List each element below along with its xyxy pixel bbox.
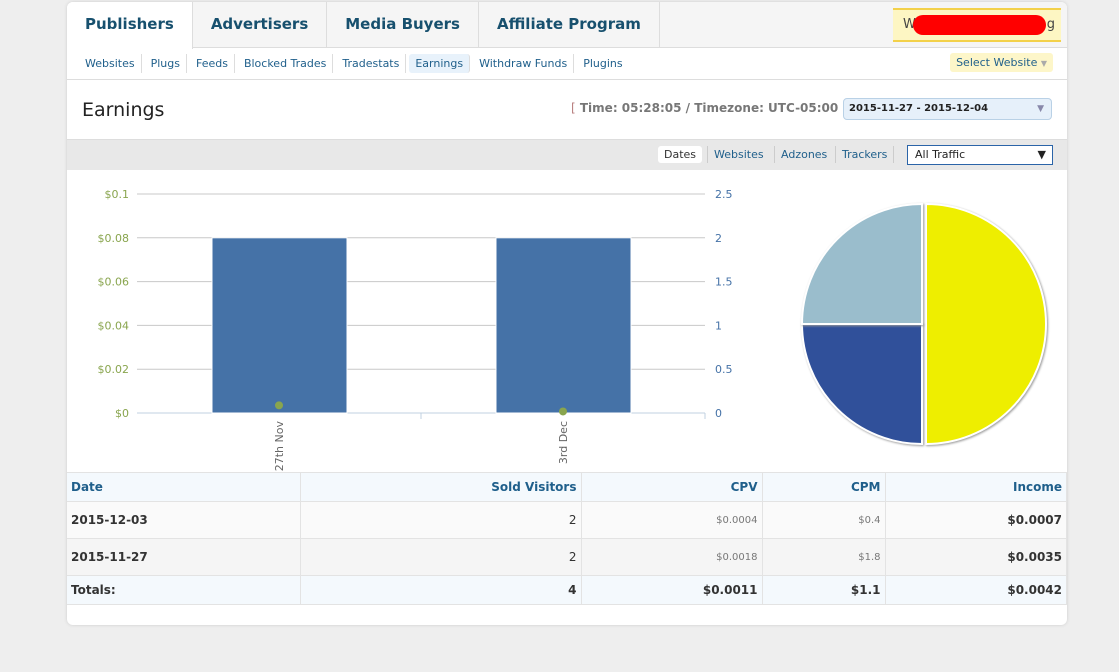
right-tick-label: 2 bbox=[715, 232, 722, 245]
tab-advertisers[interactable]: Advertisers bbox=[193, 2, 328, 47]
left-tick-label: $0.04 bbox=[98, 319, 130, 332]
subnav-feeds[interactable]: Feeds bbox=[190, 54, 235, 73]
cell-cpm: $1.8 bbox=[761, 538, 886, 576]
cell-date: 2015-12-03 bbox=[67, 501, 301, 539]
cell-sold-visitors: 2 bbox=[299, 501, 582, 539]
main-panel: Publishers Advertisers Media Buyers Affi… bbox=[67, 2, 1067, 625]
left-tick-label: $0.1 bbox=[105, 188, 130, 201]
col-sold-visitors[interactable]: Sold Visitors bbox=[299, 472, 582, 502]
totals-sold-visitors: 4 bbox=[299, 575, 582, 605]
cell-sold-visitors: 2 bbox=[299, 538, 582, 576]
right-tick-label: 0 bbox=[715, 407, 722, 420]
subnav-earnings[interactable]: Earnings bbox=[409, 54, 471, 73]
col-cpm[interactable]: CPM bbox=[761, 472, 886, 502]
earnings-chart: $0 0 $0.02 0.5 $0.04 1 $0.06 1.5 $0.08 2 $0.1 2.5 27… bbox=[98, 188, 1047, 472]
left-tick-label: $0.02 bbox=[98, 363, 130, 376]
subnav-blocked-trades[interactable]: Blocked Trades bbox=[238, 54, 334, 73]
col-date[interactable]: Date bbox=[67, 472, 301, 502]
earnings-table: Date Sold Visitors CPV CPM Income 2015-1… bbox=[67, 472, 1067, 605]
view-websites[interactable]: Websites bbox=[707, 146, 770, 163]
col-cpv[interactable]: CPV bbox=[580, 472, 763, 502]
totals-cpm: $1.1 bbox=[761, 575, 886, 605]
view-adzones[interactable]: Adzones bbox=[774, 146, 833, 163]
bracket: [ bbox=[571, 101, 576, 115]
view-toolbar: Dates Websites Adzones Trackers All Traf… bbox=[67, 140, 1067, 170]
cell-income: $0.0035 bbox=[884, 538, 1067, 576]
subnav-plugs[interactable]: Plugs bbox=[145, 54, 187, 73]
dropdown-arrow-icon: ▼ bbox=[1037, 148, 1046, 161]
select-website-label: Select Website bbox=[956, 56, 1038, 69]
subnav-plugins[interactable]: Plugins bbox=[583, 57, 623, 70]
page-title: Earnings bbox=[82, 99, 165, 121]
totals-income: $0.0042 bbox=[884, 575, 1067, 605]
pie-slice bbox=[800, 323, 923, 446]
left-tick-label: $0.06 bbox=[98, 276, 130, 289]
user-name-end: g bbox=[1046, 17, 1055, 32]
page-header: Earnings [ Time: 05:28:05 / Timezone: UT… bbox=[67, 80, 1067, 140]
cell-date: 2015-11-27 bbox=[67, 538, 301, 576]
main-tabs: Publishers Advertisers Media Buyers Affi… bbox=[67, 2, 1067, 49]
bar bbox=[495, 237, 632, 414]
chevron-down-icon: ▼ bbox=[1037, 104, 1044, 114]
pie-slice bbox=[800, 202, 923, 325]
redaction bbox=[913, 15, 1046, 35]
date-range-picker[interactable]: 2015-11-27 - 2015-12-04 ▼ bbox=[843, 98, 1052, 120]
right-tick-label: 1 bbox=[715, 319, 722, 332]
date-range-value: 2015-11-27 - 2015-12-04 bbox=[849, 103, 989, 114]
subnav-websites[interactable]: Websites bbox=[79, 54, 142, 73]
sub-nav: Websites Plugs Feeds Blocked Trades Trad… bbox=[67, 48, 1067, 80]
tab-media-buyers[interactable]: Media Buyers bbox=[327, 2, 479, 47]
select-website-dropdown[interactable]: Select Website ▼ bbox=[950, 53, 1053, 72]
right-tick-label: 1.5 bbox=[715, 276, 733, 289]
subnav-withdraw-funds[interactable]: Withdraw Funds bbox=[473, 54, 575, 73]
totals-cpv: $0.0011 bbox=[580, 575, 763, 605]
cell-cpm: $0.4 bbox=[761, 501, 886, 539]
x-tick-label: 27th Nov bbox=[273, 421, 286, 472]
right-tick-label: 0.5 bbox=[715, 363, 733, 376]
table-row: 2015-11-27 2 $0.0018 $1.8 $0.0035 bbox=[67, 538, 1067, 576]
traffic-value: All Traffic bbox=[915, 148, 966, 161]
totals-row: Totals: 4 $0.0011 $1.1 $0.0042 bbox=[67, 575, 1067, 605]
col-income[interactable]: Income bbox=[884, 472, 1067, 502]
pie-slice bbox=[925, 202, 1047, 446]
left-tick-label: $0.08 bbox=[98, 232, 130, 245]
time-display: [ Time: 05:28:05 / Timezone: UTC-05:00 ] bbox=[571, 101, 847, 115]
left-tick-label: $0 bbox=[115, 407, 129, 420]
chevron-down-icon: ▼ bbox=[1040, 59, 1047, 68]
view-dates[interactable]: Dates bbox=[658, 146, 703, 163]
cell-cpv: $0.0018 bbox=[580, 538, 763, 576]
subnav-tradestats[interactable]: Tradestats bbox=[336, 54, 407, 73]
right-tick-label: 2.5 bbox=[715, 188, 733, 201]
table-row: 2015-12-03 2 $0.0004 $0.4 $0.0007 bbox=[67, 501, 1067, 539]
bar bbox=[211, 237, 348, 414]
x-tick-label: 3rd Dec bbox=[557, 421, 570, 464]
earnings-point bbox=[275, 401, 283, 410]
traffic-select[interactable]: All Traffic ▼ bbox=[907, 145, 1053, 165]
totals-label: Totals: bbox=[67, 575, 301, 605]
cell-income: $0.0007 bbox=[884, 501, 1067, 539]
tab-affiliate-program[interactable]: Affiliate Program bbox=[479, 2, 660, 47]
earnings-point bbox=[559, 407, 567, 416]
cell-cpv: $0.0004 bbox=[580, 501, 763, 539]
time-text: Time: 05:28:05 / Timezone: UTC-05:00 bbox=[579, 101, 839, 115]
view-trackers[interactable]: Trackers bbox=[835, 146, 895, 163]
user-name-start: W bbox=[903, 17, 916, 32]
tab-publishers[interactable]: Publishers bbox=[67, 2, 193, 49]
table-header: Date Sold Visitors CPV CPM Income bbox=[67, 472, 1067, 502]
